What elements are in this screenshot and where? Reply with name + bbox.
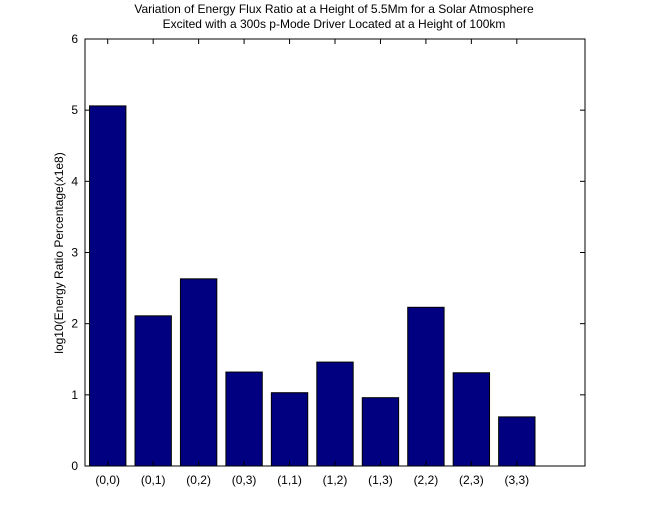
y-axis-label: log10(Energy Ratio Percentage(x1e8)	[52, 152, 66, 353]
bar-(1,2)	[316, 361, 354, 467]
bar-(0,1)	[134, 315, 172, 467]
bars-group	[89, 105, 536, 467]
x-tick-label-(3,3): (3,3)	[504, 473, 529, 487]
bar-(0,3)	[225, 371, 263, 467]
chart-title-line-1: Variation of Energy Flux Ratio at a Heig…	[134, 2, 534, 16]
bar-(1,1)	[270, 392, 309, 467]
y-tick-label-1: 1	[71, 388, 78, 402]
x-tick-label-(1,2): (1,2)	[323, 473, 348, 487]
y-tick-label-0: 0	[71, 459, 78, 473]
y-tick-label-6: 6	[71, 32, 78, 46]
y-tick-label-3: 3	[71, 246, 78, 260]
chart-title-line-2: Excited with a 300s p-Mode Driver Locate…	[163, 17, 506, 31]
bar-(0,2)	[179, 278, 218, 467]
y-tick-label-2: 2	[71, 317, 78, 331]
bar-(3,3)	[498, 416, 536, 467]
x-tick-label-(0,1): (0,1)	[141, 473, 166, 487]
y-tick-label-5: 5	[71, 103, 78, 117]
x-tick-label-(1,1): (1,1)	[277, 473, 302, 487]
x-tick-label-(2,3): (2,3)	[459, 473, 484, 487]
x-tick-label-(0,2): (0,2)	[186, 473, 211, 487]
y-tick-label-4: 4	[71, 174, 78, 188]
bar-(2,2)	[407, 306, 445, 467]
x-tick-label-(0,3): (0,3)	[232, 473, 257, 487]
bar-(2,3)	[452, 372, 491, 467]
bar-(0,0)	[89, 105, 127, 467]
bar-(1,3)	[361, 397, 400, 467]
y-ticks-group: 0 1 2 3 4 5 6	[71, 32, 585, 473]
x-tick-label-(1,3): (1,3)	[368, 473, 393, 487]
x-tick-label-(2,2): (2,2)	[414, 473, 439, 487]
x-ticks-group: (0,0) (0,1) (0,2) (0,3) (1,1) (1,2) (1,3) (2,2)…	[95, 39, 529, 487]
x-tick-label-(0,0): (0,0)	[95, 473, 120, 487]
